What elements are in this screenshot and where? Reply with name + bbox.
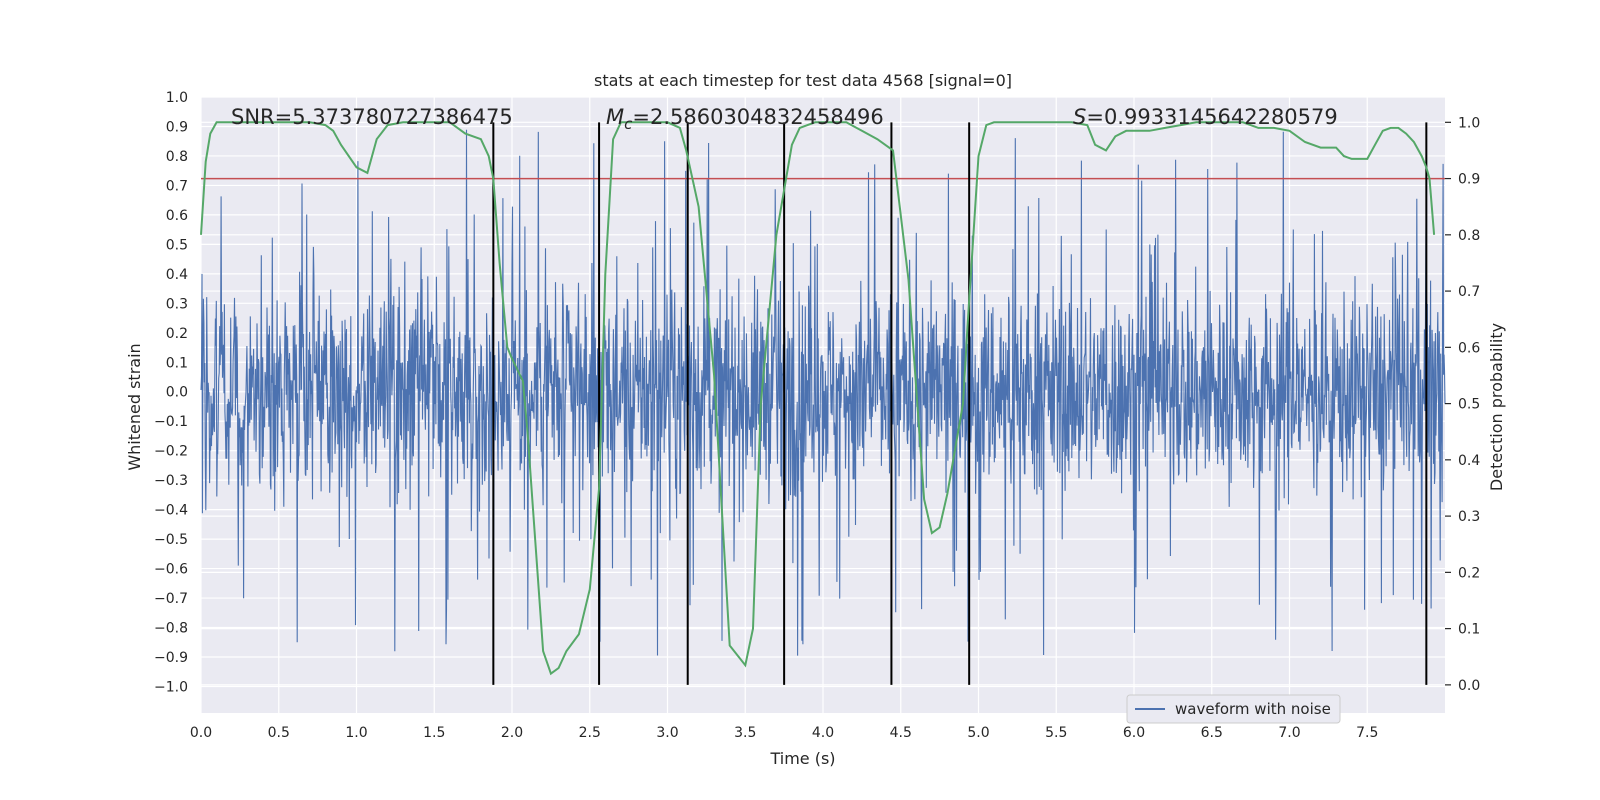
x-tick-label: 6.0 — [1123, 725, 1145, 741]
y-tick-label-left: 0.8 — [166, 149, 188, 165]
y-tick-label-left: −0.7 — [154, 591, 188, 607]
x-tick-label: 6.5 — [1201, 725, 1223, 741]
y-tick-label-left: 0.3 — [166, 296, 188, 312]
y-tick-label-right: 0.8 — [1458, 228, 1480, 244]
legend-box — [1126, 694, 1341, 724]
detection-probability-line — [200, 121, 1436, 676]
x-tick-label: 1.5 — [423, 725, 445, 741]
x-axis-title: Time (s) — [769, 749, 835, 768]
y-tick-label-left: 0.6 — [166, 208, 188, 224]
y-tick-label-left: 0.2 — [166, 326, 188, 342]
x-tick-label: 4.5 — [890, 725, 912, 741]
y-tick-label-left: 0.9 — [166, 119, 188, 135]
y-tick-label-left: 0.0 — [166, 385, 188, 401]
legend: waveform with noise — [1126, 694, 1341, 724]
x-tick-label: 7.0 — [1278, 725, 1300, 741]
x-tick-label: 0.5 — [268, 725, 290, 741]
s-value: =0.9933145642280579 — [1086, 105, 1337, 129]
y-tick-label-left: −0.4 — [154, 503, 188, 519]
y-tick-label-right: 0.5 — [1458, 397, 1480, 413]
y-tick-label-right: 0.6 — [1458, 340, 1480, 356]
y-tick-label-right: 0.9 — [1458, 172, 1480, 188]
y-tick-label-left: −0.5 — [154, 532, 188, 548]
x-tick-label: 3.5 — [734, 725, 756, 741]
x-tick-label: 2.5 — [579, 725, 601, 741]
chirp-mass-symbol: M — [606, 105, 624, 129]
waveform-path — [200, 129, 1446, 656]
y-tick-label-left: −0.2 — [154, 444, 188, 460]
y-tick-label-left: −0.3 — [154, 473, 188, 489]
y-tick-label-left: −0.6 — [154, 562, 188, 578]
x-tick-label: 4.0 — [812, 725, 834, 741]
x-axis-ticks: 0.0 0.5 1.0 1.5 2.0 2.5 3.0 3.5 4.0 4.5 5.0 5.5 6.0 6… — [190, 725, 1379, 741]
chirp-mass-annotation: Mc=2.5860304832458496 — [606, 105, 884, 133]
waveform-series — [200, 129, 1446, 656]
y-tick-label-right: 0.2 — [1458, 565, 1480, 581]
y-tick-label-left: −1.0 — [154, 679, 188, 695]
x-tick-label: 0.0 — [190, 725, 212, 741]
chirp-mass-subscript: c — [624, 115, 633, 133]
y-tick-label-left: −0.9 — [154, 650, 188, 666]
y-tick-label-left: −0.8 — [154, 621, 188, 637]
y-axis-right-title: Detection probability — [1487, 323, 1506, 491]
legend-label: waveform with noise — [1175, 700, 1331, 718]
y-tick-label-right: 0.0 — [1458, 678, 1480, 694]
y-tick-label-left: −0.1 — [154, 414, 188, 430]
vertical-markers — [492, 122, 1428, 685]
y-tick-label-right: 0.3 — [1458, 509, 1480, 525]
chart-title: stats at each timestep for test data 456… — [594, 71, 1012, 90]
y-tick-label-left: 1.0 — [166, 90, 188, 106]
x-tick-label: 1.0 — [345, 725, 367, 741]
y-tick-label-right: 0.7 — [1458, 284, 1480, 300]
y-axis-left-title: Whitened strain — [125, 343, 144, 470]
chirp-mass-value: =2.5860304832458496 — [632, 105, 883, 129]
s-annotation: S=0.9933145642280579 — [1073, 105, 1338, 129]
y-axis-left-ticks: 1.0 0.9 0.8 0.7 0.6 0.5 0.4 0.3 0.2 0.1 0.0 −0.1 −0.… — [154, 90, 188, 695]
y-tick-label-right: 0.4 — [1458, 453, 1480, 469]
x-tick-label: 5.5 — [1045, 725, 1067, 741]
y-tick-label-left: 0.7 — [166, 178, 188, 194]
y-tick-label-right: 0.1 — [1458, 622, 1480, 638]
x-tick-label: 7.5 — [1356, 725, 1378, 741]
snr-annotation: SNR=5.373780727386475 — [231, 105, 513, 129]
y-axis-right-ticks: 1.0 0.9 0.8 0.7 0.6 0.5 0.4 0.3 0.2 0.1 0.0 — [1445, 115, 1480, 694]
x-tick-label: 3.0 — [656, 725, 678, 741]
y-tick-label-left: 0.1 — [166, 355, 188, 371]
y-tick-label-right: 1.0 — [1458, 115, 1480, 131]
y-tick-label-left: 0.5 — [166, 237, 188, 253]
x-tick-label: 2.0 — [501, 725, 523, 741]
s-symbol: S — [1073, 105, 1086, 129]
y-tick-label-left: 0.4 — [166, 267, 188, 283]
x-tick-label: 5.0 — [967, 725, 989, 741]
